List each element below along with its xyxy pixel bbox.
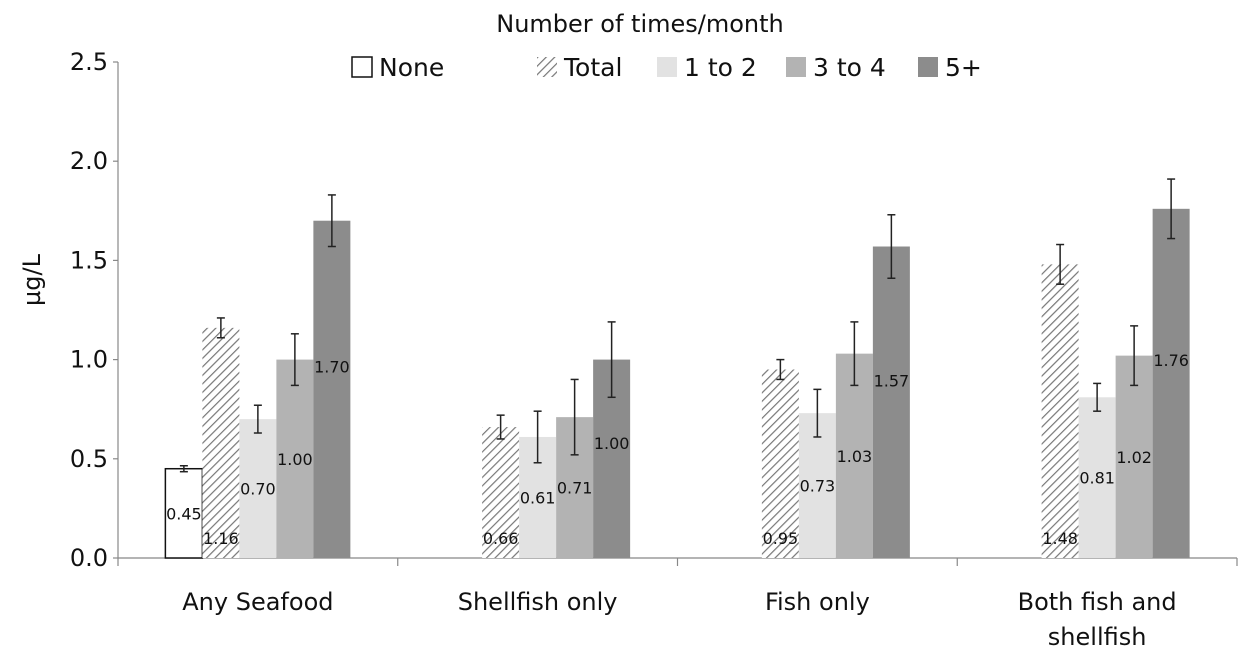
y-tick-label: 0.0 [70,544,108,572]
bar [1152,208,1190,559]
x-tick-label: Fish only [765,588,870,616]
y-tick-label: 0.5 [70,445,108,473]
y-tick-label: 2.0 [70,147,108,175]
bars: 0.451.160.701.001.700.660.610.711.000.95… [164,178,1190,559]
bar [1078,397,1116,558]
bar [239,419,277,558]
legend-label: 1 to 2 [684,53,757,82]
data-label: 0.66 [483,529,519,548]
bar [872,246,910,558]
data-label: 0.81 [1079,469,1115,488]
data-label: 0.73 [800,477,836,496]
y-tick-label: 2.5 [70,48,108,76]
x-tick-label: Both fish and shellfish [1018,588,1177,651]
data-label: 1.16 [203,529,239,548]
legend-swatch [918,57,938,77]
data-label: 1.00 [594,434,630,453]
legend-swatch [537,57,557,77]
data-label: 1.00 [277,450,313,469]
x-tick-label: Any Seafood [182,588,333,616]
data-label: 1.57 [874,372,910,391]
data-label: 0.61 [520,488,556,507]
y-axis-label: µg/L [18,253,46,306]
legend: None Total 1 to 2 3 to 4 5+ [351,53,982,82]
legend-swatch [351,56,373,78]
legend-label: Total [563,53,622,82]
y-tick-label: 1.5 [70,246,108,274]
y-tick-label: 1.0 [70,346,108,374]
data-label: 1.02 [1116,448,1152,467]
bar [835,353,873,558]
data-label: 0.71 [557,479,593,498]
bar [1041,264,1079,558]
legend-label: None [379,53,444,82]
x-tick-label: Shellfish only [458,588,618,616]
bar [276,359,314,558]
legend-title: Number of times/month [496,10,784,38]
legend-swatch [786,57,806,77]
bar [482,427,520,558]
legend-label: 3 to 4 [813,53,886,82]
bar [313,220,351,558]
legend-label: 5+ [945,53,982,82]
data-label: 0.70 [240,480,276,499]
data-label: 0.95 [763,529,799,548]
data-label: 1.70 [314,357,350,376]
bar [761,369,799,558]
bar [1115,355,1153,558]
axes: 0.0 0.5 1.0 1.5 2.0 2.5 Any Seafood Shellfish o… [70,48,1238,651]
data-label: 1.76 [1153,351,1189,370]
data-label: 1.48 [1042,529,1078,548]
bar [202,327,240,558]
data-label: 1.03 [837,447,873,466]
legend-swatch [657,57,677,77]
data-label: 0.45 [166,504,202,523]
